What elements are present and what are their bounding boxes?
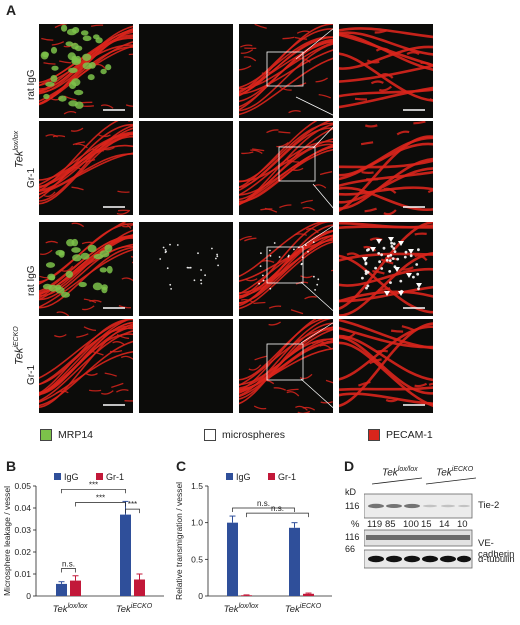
y-axis-label: Relative transmigration / vessel	[174, 482, 184, 600]
y-tick-label: 0	[198, 591, 203, 601]
significance-label: n.s.	[271, 504, 284, 513]
wb-kd-label: kD	[345, 487, 356, 497]
micrograph-tile	[39, 319, 133, 413]
group-label-lox: Teklox/lox	[13, 130, 26, 168]
y-tick-label: 0	[26, 591, 31, 601]
legend-label-igg: IgG	[64, 472, 79, 482]
micrograph-tile	[239, 222, 333, 316]
significance-bracket	[246, 512, 309, 518]
bar-igg	[227, 522, 238, 596]
row-label-3: rat IgG	[26, 265, 37, 296]
wb-percent-symbol: %	[351, 519, 360, 530]
legend-swatch-mrp14	[40, 429, 52, 441]
legend-label-gr-1: Gr-1	[278, 472, 296, 482]
panel-letter-c: C	[176, 458, 187, 474]
significance-bracket	[75, 502, 126, 507]
legend-swatch-igg	[54, 473, 61, 480]
micrograph-tile	[39, 24, 133, 118]
wb-percent-value: 14	[439, 519, 450, 530]
row-label-1: rat IgG	[26, 69, 37, 100]
significance-label: ***	[128, 500, 137, 509]
significance-label: n.s.	[62, 560, 75, 569]
wb-percent-value: 119	[367, 519, 383, 530]
significance-label: ***	[96, 494, 105, 503]
micrograph-tile	[339, 121, 433, 215]
y-tick-label: 0.03	[14, 525, 31, 535]
significance-bracket	[61, 568, 76, 573]
legend-swatch-microspheres	[204, 429, 216, 441]
micrograph-tile	[139, 24, 233, 118]
panel-letter-a: A	[6, 2, 17, 18]
row-label-2: Gr-1	[26, 168, 37, 188]
wb-band-vecadherin: VE-cadherin	[478, 538, 515, 560]
legend-swatch-igg	[226, 473, 233, 480]
micrograph-tile	[139, 222, 233, 316]
wb-kd-mark-2: 116	[345, 532, 360, 542]
legend-label-igg: IgG	[236, 472, 251, 482]
panel-letter-b: B	[6, 458, 17, 474]
wb-group-lox: Teklox/lox	[382, 466, 418, 479]
chart-legend: IgG Gr-1	[54, 472, 124, 482]
wb-percent-value: 100	[403, 519, 419, 530]
y-tick-label: 1.0	[191, 518, 203, 528]
y-tick-label: 0.05	[14, 481, 31, 491]
legend-swatch-gr-1	[96, 473, 103, 480]
legend-label-microspheres: microspheres	[222, 429, 286, 441]
micrograph-tile	[339, 24, 433, 118]
wb-band-tie2: Tie-2	[478, 500, 500, 511]
chart-legend: IgG Gr-1	[226, 472, 296, 482]
micrograph-tile	[139, 121, 233, 215]
significance-bracket	[125, 508, 140, 514]
bar-igg	[289, 527, 300, 596]
bar-gr-1	[70, 580, 81, 596]
bar-gr-1	[134, 579, 145, 596]
chart-c-relative-transmigration: IgG Gr-1 0 0.5 1.0 1.5 Relative transmigration…	[174, 472, 332, 615]
significance-bracket	[232, 507, 295, 512]
group-label-iecko: TekiECKO	[13, 326, 26, 365]
y-tick-label: 0.01	[14, 569, 31, 579]
legend-swatch-gr-1	[268, 473, 275, 480]
wb-kd-mark-3: 66	[345, 544, 356, 554]
micrograph-tile	[239, 24, 333, 118]
micrograph-tile	[139, 319, 233, 413]
wb-blot-strips	[364, 493, 473, 569]
chart-b-microsphere-leakage: IgG Gr-1 0 0.01 0.02 0.03 0.04 0.05Microsphere …	[2, 472, 164, 615]
significance-bracket	[61, 488, 126, 494]
panel-letter-d: D	[344, 458, 355, 474]
wb-group-brackets	[372, 477, 477, 485]
y-axis-label: Microsphere leakage / vessel	[2, 486, 12, 596]
y-tick-label: 1.5	[191, 481, 203, 491]
panel-a-legend: MRP14 microspheres PECAM-1	[0, 427, 520, 447]
legend-swatch-pecam1	[368, 429, 380, 441]
bar-igg	[56, 583, 67, 596]
row-label-4: Gr-1	[26, 365, 37, 385]
x-tick-label: TekiECKO	[116, 603, 153, 615]
micrograph-tile	[39, 121, 133, 215]
micrograph-tile	[239, 319, 333, 413]
wb-percent-value: 10	[457, 519, 468, 530]
x-tick-label: TekiECKO	[285, 603, 322, 615]
bar-igg	[120, 514, 131, 596]
wb-group-iecko: TekiECKO	[436, 466, 474, 479]
legend-label-gr-1: Gr-1	[106, 472, 124, 482]
bar-gr-1	[303, 593, 314, 596]
wb-percent-value: 85	[385, 519, 396, 530]
significance-label: n.s.	[257, 499, 270, 508]
significance-label: ***	[89, 480, 98, 489]
wb-band-tubulin: α-tubulin	[478, 554, 515, 565]
micrograph-tile	[39, 222, 133, 316]
y-tick-label: 0.02	[14, 547, 31, 557]
micrograph-tile	[339, 222, 433, 316]
x-tick-label: Teklox/lox	[53, 603, 88, 615]
y-tick-label: 0.04	[14, 503, 31, 513]
micrograph-tile	[339, 319, 433, 413]
legend-label-mrp14: MRP14	[58, 429, 94, 441]
x-tick-label: Teklox/lox	[224, 603, 259, 615]
wb-percent-value: 15	[421, 519, 432, 530]
wb-kd-mark-1: 116	[345, 501, 360, 511]
y-tick-label: 0.5	[191, 554, 203, 564]
micrograph-tile	[239, 121, 333, 215]
legend-label-pecam1: PECAM-1	[386, 429, 433, 441]
bar-gr-1	[241, 595, 252, 596]
